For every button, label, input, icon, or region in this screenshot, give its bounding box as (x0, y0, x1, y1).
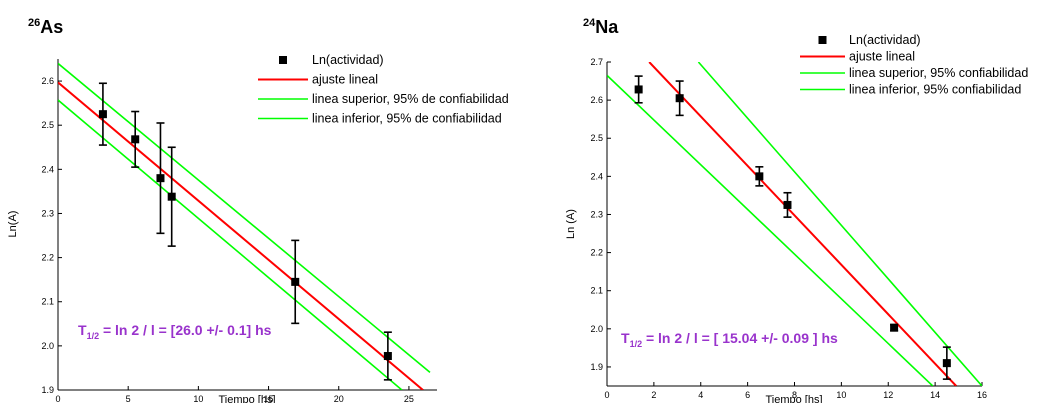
legend-marker-points (818, 36, 827, 44)
x-tick-label: 2 (651, 390, 656, 400)
data-point (890, 323, 899, 332)
y-axis-label: Ln(A) (7, 211, 19, 238)
x-tick-label: 15 (264, 394, 274, 403)
x-axis-label: Tiempo [hs] (218, 394, 275, 403)
y-tick-label: 2.3 (41, 208, 54, 218)
legend-label: linea inferior, 95% de confiabilidad (312, 112, 502, 126)
data-point (942, 359, 951, 368)
y-tick-label: 2.5 (590, 133, 603, 143)
y-tick-label: 2.0 (590, 324, 603, 334)
y-tick-label: 2.0 (41, 341, 54, 351)
legend-label: ajuste lineal (849, 50, 915, 64)
data-point (634, 85, 643, 94)
y-tick-label: 2.1 (590, 286, 603, 296)
y-tick-label: 2.3 (590, 209, 603, 219)
title-element: As (40, 17, 63, 37)
x-axis-label: Tiempo [hs] (765, 394, 822, 403)
x-tick-label: 0 (55, 394, 60, 403)
data-point (783, 200, 792, 209)
legend-label: Ln(actividad) (312, 53, 384, 67)
y-tick-label: 1.9 (41, 385, 54, 395)
data-point (383, 352, 392, 361)
data-point (675, 94, 684, 103)
data-point (167, 192, 176, 201)
legend-label: Ln(actividad) (849, 33, 921, 47)
data-point (156, 174, 165, 183)
x-tick-label: 20 (334, 394, 344, 403)
x-tick-label: 4 (698, 390, 703, 400)
x-tick-label: 0 (604, 390, 609, 400)
y-tick-label: 2.4 (41, 164, 54, 174)
y-axis-label: Ln (A) (565, 209, 577, 239)
y-tick-label: 2.2 (41, 253, 54, 263)
legend-label: linea superior, 95% de confiabilidad (312, 92, 509, 106)
y-tick-label: 2.2 (590, 248, 603, 258)
data-point (291, 277, 300, 286)
chart-title: 26As (28, 17, 63, 37)
plot-area (607, 62, 982, 386)
data-point (131, 135, 140, 144)
annotation-text: = ln 2 / l = [26.0 +/- 0.1] hs (99, 322, 272, 338)
legend-label: linea superior, 95% confiabilidad (849, 66, 1028, 80)
data-point (98, 110, 107, 119)
plot-area (58, 62, 431, 390)
x-tick-label: 6 (745, 390, 750, 400)
x-tick-label: 16 (977, 390, 987, 400)
y-tick-label: 2.7 (590, 57, 603, 67)
x-tick-label: 14 (930, 390, 940, 400)
upper-confidence-line (58, 62, 431, 373)
x-tick-label: 5 (126, 394, 131, 403)
annotation-subscript: 1/2 (630, 339, 643, 349)
title-superscript: 24 (583, 17, 596, 29)
y-tick-label: 2.6 (41, 76, 54, 86)
legend-label: ajuste lineal (312, 73, 378, 87)
data-point (755, 172, 764, 181)
x-tick-label: 25 (404, 394, 414, 403)
y-tick-label: 2.5 (41, 120, 54, 130)
chart-title: 24Na (583, 17, 619, 37)
x-tick-label: 8 (792, 390, 797, 400)
half-life-annotation: T1/2 = ln 2 / l = [26.0 +/- 0.1] hs (78, 322, 272, 341)
title-superscript: 26 (28, 17, 40, 29)
fit-line (58, 81, 424, 390)
annotation-subscript: 1/2 (87, 331, 100, 341)
chart-as26: 26As 0 5 10 15 20 25 1.9 2.0 2.1 2.2 2.3 2.4 2.5 2.6 Ln… (7, 17, 509, 403)
y-tick-label: 2.4 (590, 171, 603, 181)
x-tick-label: 12 (883, 390, 893, 400)
annotation-text: = ln 2 / l = [ 15.04 +/- 0.09 ] hs (642, 330, 838, 346)
upper-confidence-line (697, 62, 982, 386)
half-life-annotation: T1/2 = ln 2 / l = [ 15.04 +/- 0.09 ] hs (621, 330, 838, 349)
annotation-symbol: T (78, 322, 87, 338)
fit-line (648, 62, 957, 386)
lower-confidence-line (607, 74, 934, 386)
annotation-symbol: T (621, 330, 630, 346)
title-element: Na (595, 17, 619, 37)
y-tick-label: 1.9 (590, 362, 603, 372)
legend-marker-points (279, 56, 287, 64)
legend-label: linea inferior, 95% confiabilidad (849, 83, 1021, 97)
lower-confidence-line (58, 99, 403, 390)
y-tick-label: 2.1 (41, 297, 54, 307)
y-tick-label: 2.6 (590, 95, 603, 105)
x-tick-label: 10 (836, 390, 846, 400)
x-tick-label: 10 (193, 394, 203, 403)
